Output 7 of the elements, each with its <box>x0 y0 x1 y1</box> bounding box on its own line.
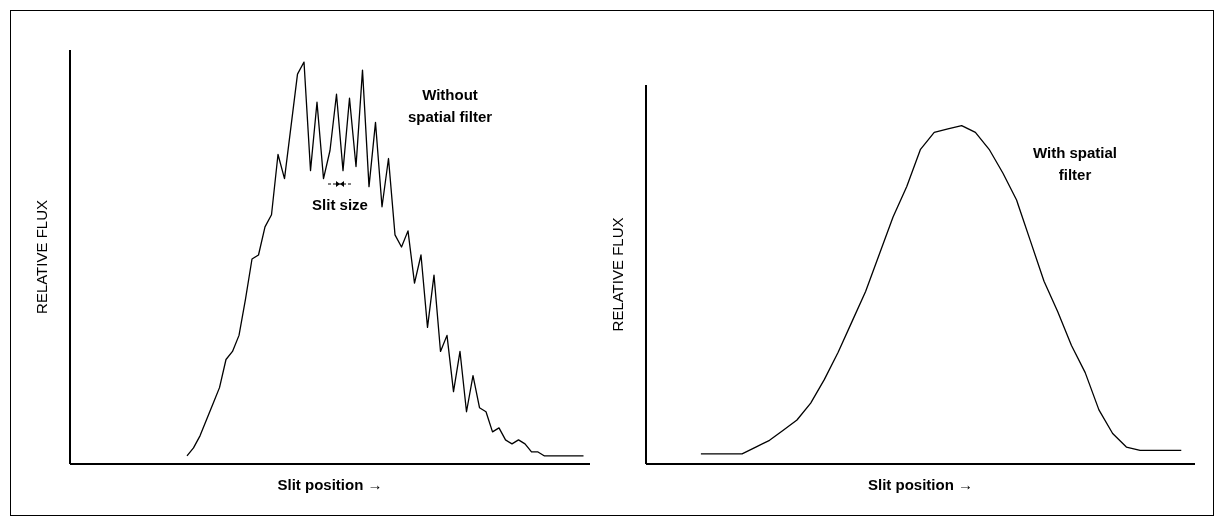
y-axis-title: RELATIVE FLUX <box>609 217 627 332</box>
annotation: Without spatial filter <box>407 86 493 125</box>
x-axis-title: Slit position → <box>277 476 383 493</box>
annotation: Slit size <box>312 196 368 213</box>
x-axis-title: Slit position → <box>868 476 973 493</box>
annotation: With spatial filter <box>1032 144 1118 183</box>
y-axis-title: RELATIVE FLUX <box>33 200 51 314</box>
